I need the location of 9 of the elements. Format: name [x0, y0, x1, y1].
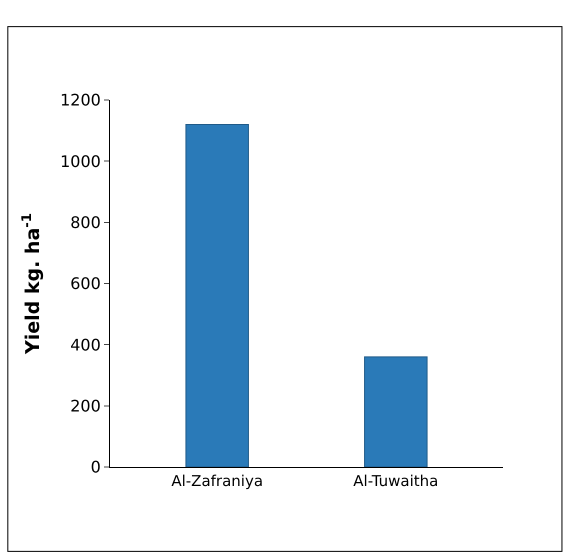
y-tick-label: 1200 [60, 90, 101, 110]
y-tick-label: 400 [70, 335, 101, 354]
x-tick-label: Al-Zafraniya [171, 472, 264, 490]
y-tick-label: 200 [70, 396, 101, 416]
x-tick-label: Al-Tuwaitha [353, 472, 438, 490]
y-tick-label: 0 [90, 458, 101, 477]
y-tick-label: 800 [70, 212, 101, 232]
y-tick-label: 1000 [60, 152, 101, 171]
y-tick-label: 600 [70, 274, 101, 294]
